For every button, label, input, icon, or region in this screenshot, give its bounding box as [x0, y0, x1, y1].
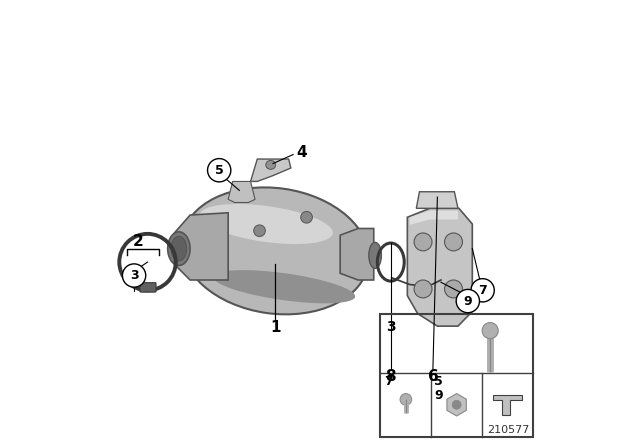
Polygon shape — [251, 159, 291, 181]
Circle shape — [400, 394, 412, 405]
Text: 3: 3 — [130, 269, 138, 282]
Text: 2: 2 — [133, 234, 144, 250]
Polygon shape — [407, 208, 472, 326]
Text: 5: 5 — [215, 164, 223, 177]
Polygon shape — [340, 228, 374, 280]
Circle shape — [456, 289, 479, 313]
Circle shape — [445, 280, 463, 298]
Text: 210577: 210577 — [487, 425, 530, 435]
Ellipse shape — [168, 232, 190, 265]
Polygon shape — [410, 211, 458, 225]
Text: 8: 8 — [385, 369, 396, 384]
Bar — [380, 314, 533, 437]
Circle shape — [301, 211, 312, 223]
Circle shape — [452, 401, 461, 409]
Text: 7: 7 — [384, 375, 393, 388]
Ellipse shape — [171, 237, 187, 261]
Ellipse shape — [213, 270, 355, 303]
Text: 9: 9 — [434, 389, 443, 402]
Text: 3: 3 — [386, 320, 396, 334]
Text: 5: 5 — [434, 375, 443, 388]
Ellipse shape — [182, 187, 369, 314]
Text: 9: 9 — [463, 294, 472, 308]
Circle shape — [471, 279, 494, 302]
Text: 7: 7 — [478, 284, 487, 297]
Circle shape — [482, 323, 498, 339]
Ellipse shape — [200, 204, 333, 244]
Text: 4: 4 — [296, 145, 307, 160]
Text: 1: 1 — [270, 320, 280, 336]
Circle shape — [414, 233, 432, 251]
Polygon shape — [493, 395, 522, 415]
FancyBboxPatch shape — [140, 283, 156, 292]
Polygon shape — [174, 213, 228, 280]
Ellipse shape — [369, 242, 381, 268]
Circle shape — [207, 159, 231, 182]
Ellipse shape — [266, 160, 276, 169]
Circle shape — [445, 233, 463, 251]
Circle shape — [414, 280, 432, 298]
Polygon shape — [228, 181, 255, 202]
Circle shape — [122, 264, 146, 287]
Text: 6: 6 — [428, 369, 438, 384]
Circle shape — [253, 225, 266, 237]
Polygon shape — [417, 192, 458, 208]
